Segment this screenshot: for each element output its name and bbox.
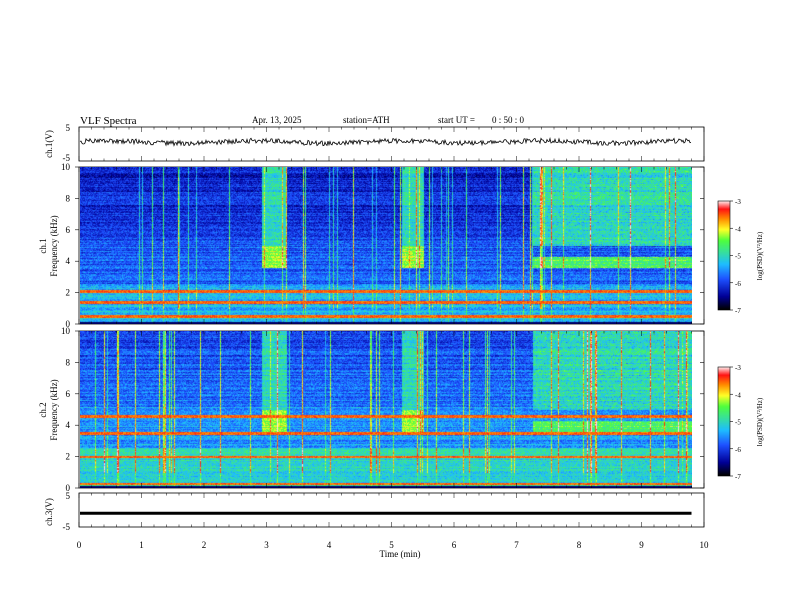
ch3-ytick-top: 5 bbox=[66, 491, 71, 501]
ch1-colorbar-label: log(PSD)(V²/Hz) bbox=[756, 231, 764, 280]
ch2-colorbar bbox=[718, 367, 730, 476]
time-tick-label: 9 bbox=[639, 540, 644, 550]
ytick-label: 0 bbox=[66, 319, 71, 329]
ch1-waveform-line bbox=[79, 137, 692, 147]
ch1-ytick-bottom: -5 bbox=[63, 153, 71, 163]
ytick-label: 2 bbox=[66, 452, 71, 462]
time-tick-label: 4 bbox=[327, 540, 332, 550]
colorbar-tick-label: -6 bbox=[735, 280, 741, 288]
time-tick-label: 3 bbox=[264, 540, 269, 550]
time-tick-label: 1 bbox=[139, 540, 144, 550]
colorbar-tick-label: -4 bbox=[735, 225, 741, 233]
ch3-ytick-bottom: -5 bbox=[63, 522, 71, 532]
ytick-label: 10 bbox=[61, 162, 71, 172]
colorbar-tick-label: -7 bbox=[735, 473, 741, 481]
ch1-spectrogram-yticks: 0 2 4 6 8 10 bbox=[61, 162, 704, 329]
ch2-spectrogram-ylabel-line2: Frequency (kHz) bbox=[49, 379, 59, 440]
time-axis-label: Time (min) bbox=[380, 549, 421, 559]
ch1-colorbar bbox=[718, 201, 730, 310]
ch3-waveform-frame bbox=[78, 492, 705, 528]
ch2-spectrogram-image bbox=[80, 331, 692, 488]
colorbar-tick-label: -6 bbox=[735, 446, 741, 454]
colorbar-tick-label: -7 bbox=[735, 307, 741, 315]
ch1-ytick-top: 5 bbox=[66, 123, 71, 133]
figure-title: VLF Spectra bbox=[80, 115, 137, 127]
date-label: Apr. 13, 2025 bbox=[252, 115, 302, 125]
ch1-waveform-frame bbox=[78, 126, 705, 162]
ch1-spectrogram-image bbox=[80, 167, 692, 324]
ch1-spectrogram-ylabel-line1: ch.1 bbox=[38, 238, 48, 253]
ytick-label: 8 bbox=[66, 193, 71, 203]
start-ut-label: start UT = bbox=[438, 115, 475, 125]
ytick-label: 10 bbox=[61, 326, 71, 336]
colorbar-tick-label: -5 bbox=[735, 253, 741, 261]
time-tick-label: 7 bbox=[514, 540, 519, 550]
ch2-spectrogram-yticks: 0 2 4 6 8 10 bbox=[61, 326, 704, 493]
station-label: station=ATH bbox=[343, 115, 390, 125]
time-tick-label: 8 bbox=[577, 540, 582, 550]
time-axis-ticks: 0 1 2 3 4 5 6 7 8 9 10 bbox=[77, 127, 709, 550]
colorbar-tick-label: -4 bbox=[735, 391, 741, 399]
ytick-label: 0 bbox=[66, 483, 71, 493]
time-tick-label: 0 bbox=[77, 540, 82, 550]
time-tick-label: 5 bbox=[389, 540, 394, 550]
ytick-label: 4 bbox=[66, 420, 71, 430]
time-tick-label: 10 bbox=[700, 540, 710, 550]
colorbar-tick-label: -3 bbox=[735, 364, 741, 372]
colorbar-tick-label: -5 bbox=[735, 419, 741, 427]
time-tick-label: 6 bbox=[452, 540, 457, 550]
ytick-label: 2 bbox=[66, 288, 71, 298]
ch2-colorbar-label: log(PSD)(V²/Hz) bbox=[756, 397, 764, 446]
ch2-spectrogram-ylabel-line1: ch.2 bbox=[38, 402, 48, 417]
ch1-waveform-ylabel: ch.1(V) bbox=[44, 130, 54, 158]
ch3-waveform-ylabel: ch.3(V) bbox=[44, 498, 54, 526]
ytick-label: 6 bbox=[66, 389, 71, 399]
ytick-label: 4 bbox=[66, 256, 71, 266]
ch1-spectrogram-ylabel-line2: Frequency (kHz) bbox=[49, 215, 59, 276]
colorbar-tick-label: -3 bbox=[735, 198, 741, 206]
start-ut-value: 0 : 50 : 0 bbox=[492, 115, 525, 125]
time-tick-label: 2 bbox=[202, 540, 207, 550]
ytick-label: 8 bbox=[66, 357, 71, 367]
ytick-label: 6 bbox=[66, 225, 71, 235]
colorbar-ticks: -3 -4 -5 -6 -7 -3 -4 -5 -6 -7 bbox=[730, 198, 741, 481]
